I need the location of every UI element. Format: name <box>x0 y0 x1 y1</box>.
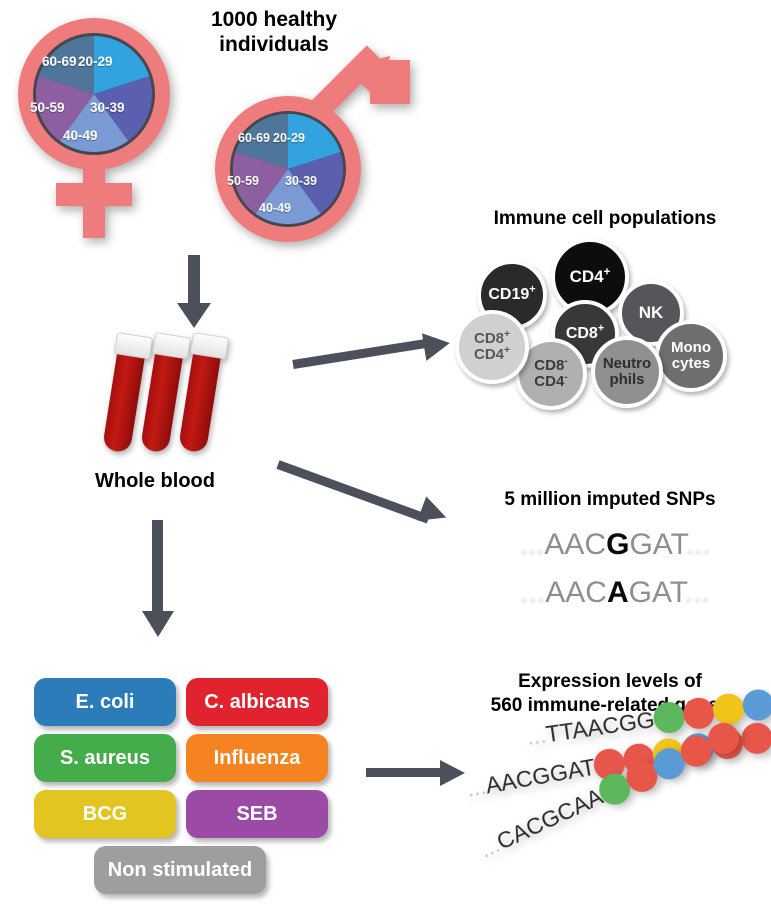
stimuli-panel: E. coli C. albicans S. aureus Influenza BCG S… <box>34 678 334 894</box>
stimulus-label: Influenza <box>213 746 301 769</box>
snp-row1-prefix: ... <box>519 528 545 561</box>
stimulus-seb[interactable]: SEB <box>186 790 328 838</box>
female-pie-label-40-49: 40-49 <box>63 128 98 143</box>
stimulus-influenza[interactable]: Influenza <box>186 734 328 782</box>
snp-row2-left: AAC <box>545 576 607 609</box>
stimulus-label: S. aureus <box>59 746 151 769</box>
immune-cell-neutrophils: Neutro phils <box>591 336 663 408</box>
pie-slice-60-69 <box>38 35 94 94</box>
immune-cell-population-cluster: CD4+ CD19+ CD8+ NK Mono cytes Neutro phils CD8- C… <box>455 238 755 413</box>
whole-blood-label: Whole blood <box>95 470 215 492</box>
stimulus-label: BCG <box>82 802 128 825</box>
female-gender-symbol: 20-29 30-39 40-49 50-59 60-69 <box>8 8 193 238</box>
snp-row2-allele: A <box>606 576 629 609</box>
immune-cell-label: NK <box>638 303 664 323</box>
immune-cell-label: CD4+ <box>569 266 611 287</box>
cohort-title-line1: 1000 healthy <box>210 8 338 31</box>
snp-sequence-row-2: ...AACAGAT... <box>470 576 760 610</box>
snp-sequence-block: ...AACGGAT... ...AACAGAT... <box>470 528 760 618</box>
snp-row2-prefix: ... <box>520 576 546 609</box>
snp-section-title: 5 million imputed SNPs <box>504 489 716 510</box>
stimulus-label: SEB <box>236 802 278 825</box>
male-pie-label-20-29: 20-29 <box>273 131 305 145</box>
snp-row2-suffix: ... <box>684 576 710 609</box>
stimulus-e-coli[interactable]: E. coli <box>34 678 176 726</box>
snp-row2-right: GAT <box>628 576 685 609</box>
male-pie-label-30-39: 30-39 <box>285 174 317 188</box>
whole-blood-tubes <box>101 332 268 462</box>
stimulus-c-albicans[interactable]: C. albicans <box>186 678 328 726</box>
stimulus-non-stimulated[interactable]: Non stimulated <box>94 846 266 894</box>
male-pie-label-50-59: 50-59 <box>227 174 259 188</box>
immune-cell-label: CD8+ CD4+ <box>474 329 510 363</box>
pie-slice-40-49 <box>59 94 129 152</box>
male-pie-label-60-69: 60-69 <box>238 131 270 145</box>
immune-cell-monocytes: Mono cytes <box>655 320 727 392</box>
snp-row1-right: GAT <box>629 528 686 561</box>
stimulus-s-aureus[interactable]: S. aureus <box>34 734 176 782</box>
female-pie-label-50-59: 50-59 <box>30 100 65 115</box>
snp-row1-suffix: ... <box>685 528 711 561</box>
stimulus-bcg[interactable]: BCG <box>34 790 176 838</box>
dna-strand-group: ...TTAACGG ...AACGGAT ...CACGCAA <box>455 683 771 913</box>
female-symbol-cross <box>56 183 132 206</box>
expression-title-line1: Expression levels of <box>518 671 702 692</box>
immune-cell-cd8-pos-cd4-pos: CD8+ CD4+ <box>455 310 529 384</box>
pie-slice-20-29 <box>288 113 341 169</box>
pie-slice-30-39 <box>94 76 153 141</box>
pie-slice-30-39 <box>288 151 344 214</box>
female-age-pie-chart <box>33 33 155 155</box>
dna-bead <box>739 720 771 757</box>
female-pie-label-30-39: 30-39 <box>90 100 125 115</box>
dna-bead <box>740 687 771 723</box>
male-pie-label-40-49: 40-49 <box>259 201 291 215</box>
female-pie-label-20-29: 20-29 <box>78 54 113 69</box>
page-title-cohort: 1000 healthy individuals <box>176 8 372 58</box>
snp-sequence-row-1: ...AACGGAT... <box>470 528 760 562</box>
snp-row1-left: AAC <box>544 528 607 561</box>
male-gender-symbol: 20-29 30-39 40-49 50-59 60-69 <box>205 39 425 248</box>
pie-slice-50-59 <box>35 76 94 141</box>
pie-slice-20-29 <box>94 35 150 94</box>
pie-slice-40-49 <box>255 169 321 225</box>
stimulus-label: E. coli <box>75 690 135 713</box>
female-pie-label-60-69: 60-69 <box>42 54 77 69</box>
immune-cell-label: Neutro phils <box>602 355 652 388</box>
stimulus-label: Non stimulated <box>107 858 253 881</box>
immune-cell-populations-title: Immune cell populations <box>493 208 717 229</box>
dna-bead <box>680 695 716 731</box>
cohort-title-line2: individuals <box>219 32 329 56</box>
pie-slice-50-59 <box>232 151 288 214</box>
immune-cell-label: CD19+ <box>488 283 536 303</box>
stimulus-label: C. albicans <box>204 690 310 713</box>
immune-cell-label: Mono cytes <box>671 339 711 372</box>
immune-cell-label: CD8+ <box>565 322 605 342</box>
snp-row1-allele: G <box>606 528 630 561</box>
dna-bead <box>651 700 687 736</box>
male-age-pie-chart <box>230 111 346 227</box>
pie-slice-60-69 <box>235 113 288 169</box>
immune-cell-label: CD8- CD4- <box>534 356 568 390</box>
